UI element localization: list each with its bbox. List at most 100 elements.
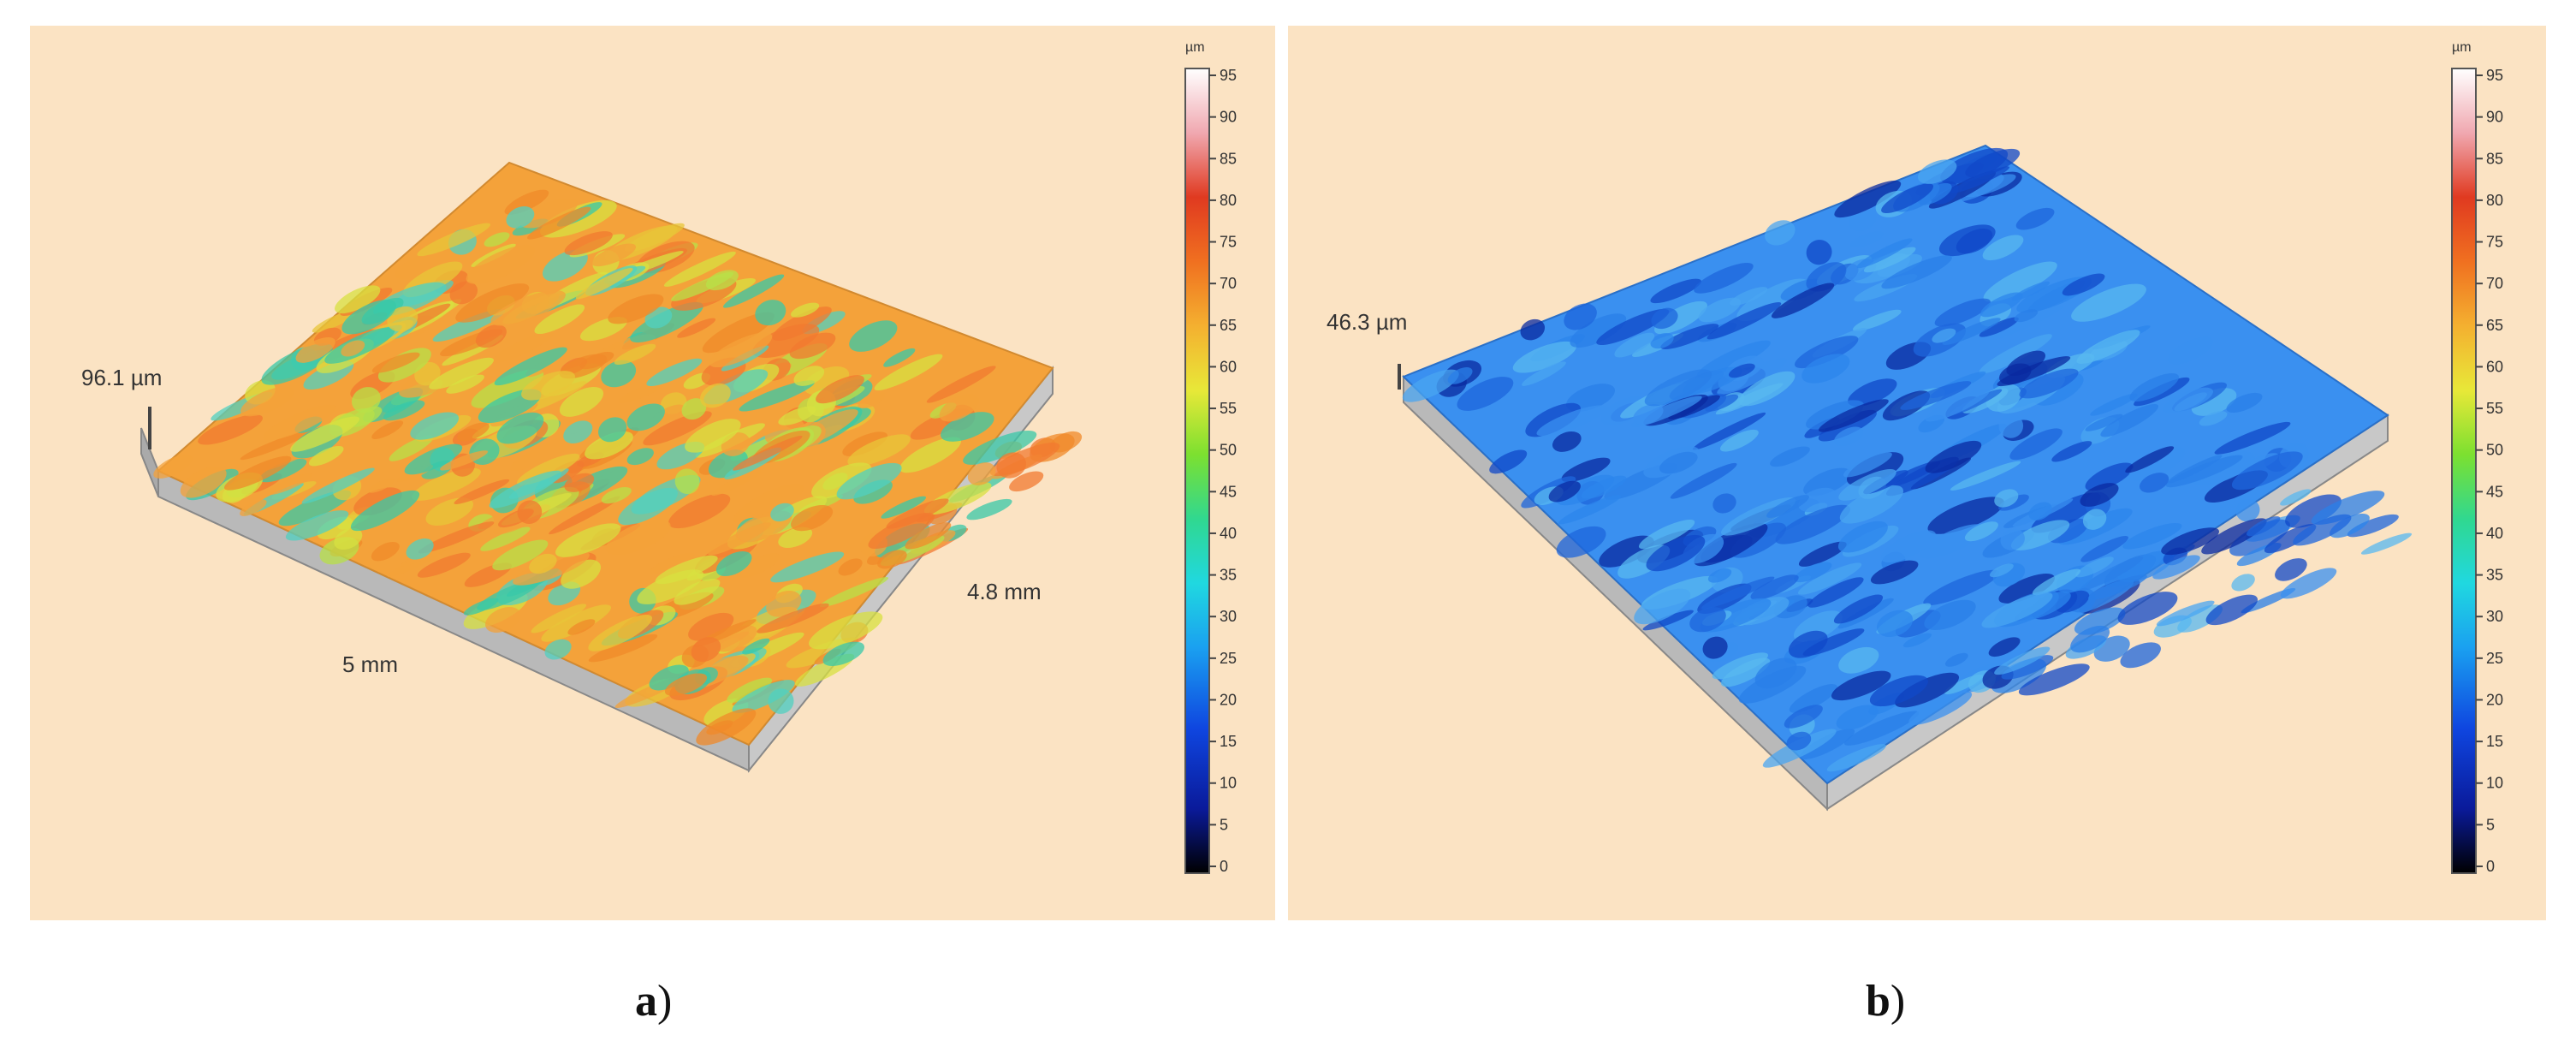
surface-texture-spot [1934, 298, 1991, 327]
surface-texture-spot [2014, 309, 2039, 323]
surface-texture-spot [1712, 652, 1769, 680]
surface-texture-spot [766, 590, 802, 617]
surface-texture-spot [295, 336, 335, 363]
surface-texture-spot [1798, 487, 1837, 513]
surface-texture-spot [1837, 521, 1888, 553]
surface-texture-spot [351, 387, 381, 413]
surface-texture-spot [394, 245, 467, 279]
surface-texture-spot [1990, 305, 2064, 341]
surface-texture-spot [715, 550, 752, 577]
scale-tick-label: 0 [1220, 858, 1228, 875]
surface-texture-spot [588, 614, 653, 651]
surface-texture-spot [1556, 474, 1615, 506]
surface-texture-spot [2085, 413, 2123, 431]
surface-texture-spot [1925, 388, 1991, 422]
surface-texture-spot [1895, 672, 1960, 708]
surface-texture-spot [180, 466, 227, 498]
height-label: 46.3 µm [1327, 309, 1407, 335]
surface-texture-spot [791, 505, 834, 532]
surface-texture-spot [1950, 461, 2021, 491]
surface-texture-spot [1702, 636, 1728, 659]
surface-texture-spot [457, 422, 490, 442]
surface-texture-spot [1803, 467, 1852, 497]
surface-texture-spot [874, 354, 943, 391]
surface-texture-spot [1552, 431, 1582, 452]
surface-texture-spot [2082, 509, 2107, 530]
surface-texture-spot [564, 473, 595, 492]
surface-texture-spot [1670, 462, 1737, 499]
surface-texture-spot [674, 578, 721, 605]
surface-texture-spot [1843, 452, 1892, 478]
surface-texture-spot [490, 290, 566, 326]
surface-texture-spot [1876, 610, 1914, 638]
surface-texture-spot [549, 496, 620, 535]
surface-texture-spot [2018, 663, 2090, 696]
surface-texture-spot [1596, 308, 1670, 346]
surface-texture-spot [847, 434, 911, 467]
surface-texture-spot [1642, 610, 1694, 631]
surface-texture-spot [1457, 377, 1514, 411]
surface-texture-spot [2293, 514, 2352, 546]
scale-tick-label: 0 [2486, 858, 2495, 875]
surface-texture-spot [1754, 657, 1797, 689]
surface-texture-spot [1998, 413, 2024, 438]
surface-texture-spot [350, 490, 420, 532]
caption-a: a) [635, 976, 672, 1026]
surface-texture-spot [555, 523, 621, 557]
surface-texture-spot [1833, 594, 1884, 624]
scale-tick-label: 5 [1220, 816, 1228, 833]
surface-texture-spot [368, 478, 395, 493]
surface-texture-spot [480, 526, 531, 551]
surface-texture-spot [1659, 451, 1698, 474]
surface-texture-spot [371, 420, 404, 439]
surface-texture-spot [605, 519, 671, 556]
surface-texture-spot [1770, 446, 1810, 467]
surface-texture-spot [598, 417, 627, 443]
surface-texture-spot [1806, 400, 1864, 430]
surface-texture-spot [1638, 519, 1695, 550]
surface-texture-spot [1849, 231, 1885, 248]
surface-texture-spot [685, 419, 741, 453]
surface-texture-spot [534, 304, 585, 335]
surface-texture-spot [2156, 600, 2215, 627]
surface-texture-spot [2226, 392, 2263, 413]
surface-texture-spot [2019, 368, 2079, 399]
surface-texture-spot [1950, 166, 2010, 193]
surface-texture-spot [559, 386, 604, 417]
surface-texture-spot [1863, 247, 1916, 273]
surface-texture-spot [491, 331, 554, 363]
surface-texture-spot [1826, 744, 1886, 772]
surface-texture-spot [1994, 489, 2019, 508]
surface-texture-spot [858, 564, 883, 581]
surface-texture-spot [2032, 568, 2081, 596]
surface-texture-spot [778, 406, 816, 425]
surface-texture-spot [240, 386, 294, 417]
surface-texture-spot [1402, 369, 1459, 402]
scale-tick-label: 60 [2486, 358, 2503, 375]
surface-texture-spot [1831, 670, 1891, 701]
surface-texture-spot [836, 462, 902, 500]
surface-texture-spot [757, 603, 829, 634]
surface-plot-b: 46.3 µm µm [1288, 26, 2546, 920]
scale-tick-label: 40 [2486, 525, 2503, 542]
surface-texture-spot [1548, 480, 1581, 503]
surface-texture-spot [723, 274, 785, 308]
surface-texture-spot [317, 516, 353, 540]
scale-tick-label: 65 [1220, 317, 1237, 334]
surface-texture-spot [1707, 568, 1732, 583]
surface-texture-spot [608, 294, 664, 324]
surface-texture-spot [2117, 592, 2178, 625]
scale-bar [2451, 68, 2477, 874]
surface-texture-spot [341, 299, 396, 335]
surface-texture-spot [1881, 255, 1952, 289]
surface-texture-spot [1784, 705, 1823, 729]
surface-texture-spot [816, 375, 864, 404]
surface-texture-spot [2080, 556, 2144, 591]
surface-texture-spot [941, 412, 994, 442]
surface-plot-a: 96.1 µm 5 mm 4.8 mm [30, 26, 1275, 920]
surface-texture-spot [1520, 318, 1546, 341]
caption-b: b) [1866, 976, 1905, 1026]
surface-texture-spot [494, 347, 567, 386]
surface-texture-spot [523, 381, 586, 413]
